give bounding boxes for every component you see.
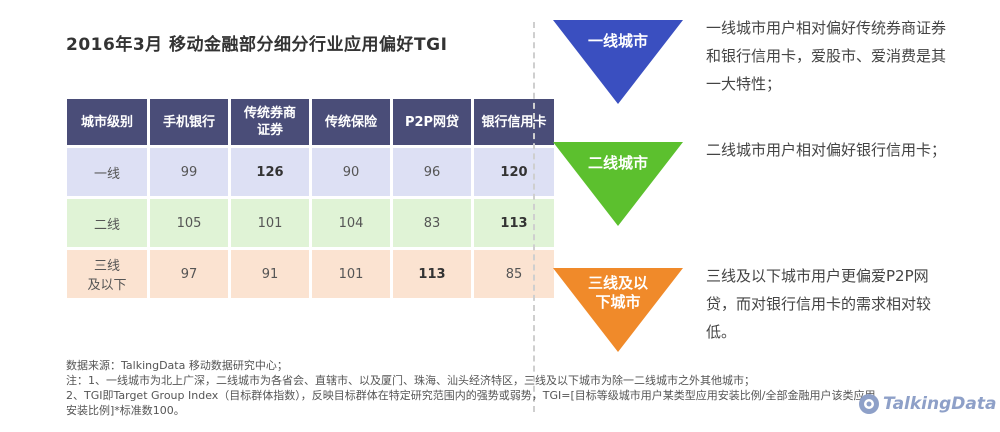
city-level-text: 及以下 bbox=[87, 278, 127, 293]
tgi-value-cell: 105 bbox=[150, 199, 228, 247]
table-row: 二线 105 101 104 83 113 bbox=[67, 199, 554, 247]
tier-label: 三线及以 下城市 bbox=[553, 274, 683, 312]
tgi-value-cell: 91 bbox=[231, 250, 309, 298]
logo-icon bbox=[859, 394, 879, 414]
header-securities-line2: 证券 bbox=[256, 123, 283, 138]
tier-description-1: 一线城市用户相对偏好传统券商证券和银行信用卡，爱股市、爱消费是其一大特性； bbox=[706, 19, 947, 93]
city-level-text: 二线 bbox=[93, 217, 120, 233]
vertical-divider bbox=[533, 22, 535, 412]
triangle-shape bbox=[553, 20, 683, 104]
tgi-value-cell: 113 bbox=[393, 250, 471, 298]
city-level-cell: 一线 bbox=[67, 148, 147, 196]
tier-label-text: 三线及以 bbox=[587, 274, 648, 292]
city-level-text: 一线 bbox=[93, 166, 120, 182]
tier-label-text: 一线城市 bbox=[587, 32, 648, 50]
tgi-table: 城市级别 手机银行 传统券商 证券 传统保险 P2P网贷 银行信用卡 一线 99 12… bbox=[64, 96, 557, 301]
tier-description-3: 三线及以下城市用户更偏爱P2P网贷，而对银行信用卡的需求相对较低。 bbox=[706, 267, 932, 341]
tgi-value-cell: 113 bbox=[474, 199, 554, 247]
tgi-value-cell: 90 bbox=[312, 148, 390, 196]
tier-triangle-3: 三线及以 下城市 bbox=[553, 268, 683, 352]
tgi-value-cell: 96 bbox=[393, 148, 471, 196]
talkingdata-logo: TalkingData bbox=[858, 393, 996, 415]
table-row: 三线 及以下 97 91 101 113 85 bbox=[67, 250, 554, 298]
tgi-value-cell: 97 bbox=[150, 250, 228, 298]
tgi-value-cell: 101 bbox=[312, 250, 390, 298]
note-2: 2、TGI即Target Group Index（目标群体指数），反映目标群体在… bbox=[66, 389, 876, 417]
page-title: 2016年3月 移动金融部分细分行业应用偏好TGI bbox=[66, 35, 448, 55]
tier-triangle-1: 一线城市 bbox=[553, 20, 683, 104]
tgi-value-cell: 85 bbox=[474, 250, 554, 298]
tier-description-2: 二线城市用户相对偏好银行信用卡； bbox=[706, 141, 947, 159]
table-header-row: 城市级别 手机银行 传统券商证券 传统保险 P2P网贷 银行信用卡 bbox=[67, 99, 554, 145]
logo-text: TalkingData bbox=[883, 394, 997, 414]
footnotes: 数据来源：TalkingData 移动数据研究中心； 注：1、一线城市为北上广深… bbox=[66, 358, 876, 418]
tier-label: 二线城市 bbox=[553, 154, 683, 173]
header-city-level: 城市级别 bbox=[67, 99, 147, 145]
header-mobile-bank: 手机银行 bbox=[150, 99, 228, 145]
note-1: 注：1、一线城市为北上广深，二线城市为各省会、直辖市、以及厦门、珠海、汕头经济特… bbox=[66, 374, 755, 387]
tgi-value-cell: 120 bbox=[474, 148, 554, 196]
tgi-value-cell: 104 bbox=[312, 199, 390, 247]
header-p2p: P2P网贷 bbox=[393, 99, 471, 145]
city-level-cell: 三线 及以下 bbox=[67, 250, 147, 298]
tier-triangle-2: 二线城市 bbox=[553, 142, 683, 226]
triangle-shape bbox=[553, 268, 683, 352]
tgi-value-cell: 99 bbox=[150, 148, 228, 196]
city-level-text: 三线 bbox=[93, 259, 120, 274]
header-securities-line1: 传统券商 bbox=[243, 106, 296, 121]
tier-label-text: 下城市 bbox=[595, 293, 641, 311]
triangle-shape bbox=[553, 142, 683, 226]
city-level-cell: 二线 bbox=[67, 199, 147, 247]
tier-label-text: 二线城市 bbox=[587, 154, 648, 172]
header-securities: 传统券商 证券 bbox=[231, 99, 309, 145]
tgi-value-cell: 126 bbox=[231, 148, 309, 196]
header-credit-card: 银行信用卡 bbox=[474, 99, 554, 145]
table-row: 一线 99 126 90 96 120 bbox=[67, 148, 554, 196]
tgi-value-cell: 101 bbox=[231, 199, 309, 247]
tgi-value-cell: 83 bbox=[393, 199, 471, 247]
source-note: 数据来源：TalkingData 移动数据研究中心； bbox=[66, 359, 288, 372]
header-insurance: 传统保险 bbox=[312, 99, 390, 145]
tier-label: 一线城市 bbox=[553, 32, 683, 51]
